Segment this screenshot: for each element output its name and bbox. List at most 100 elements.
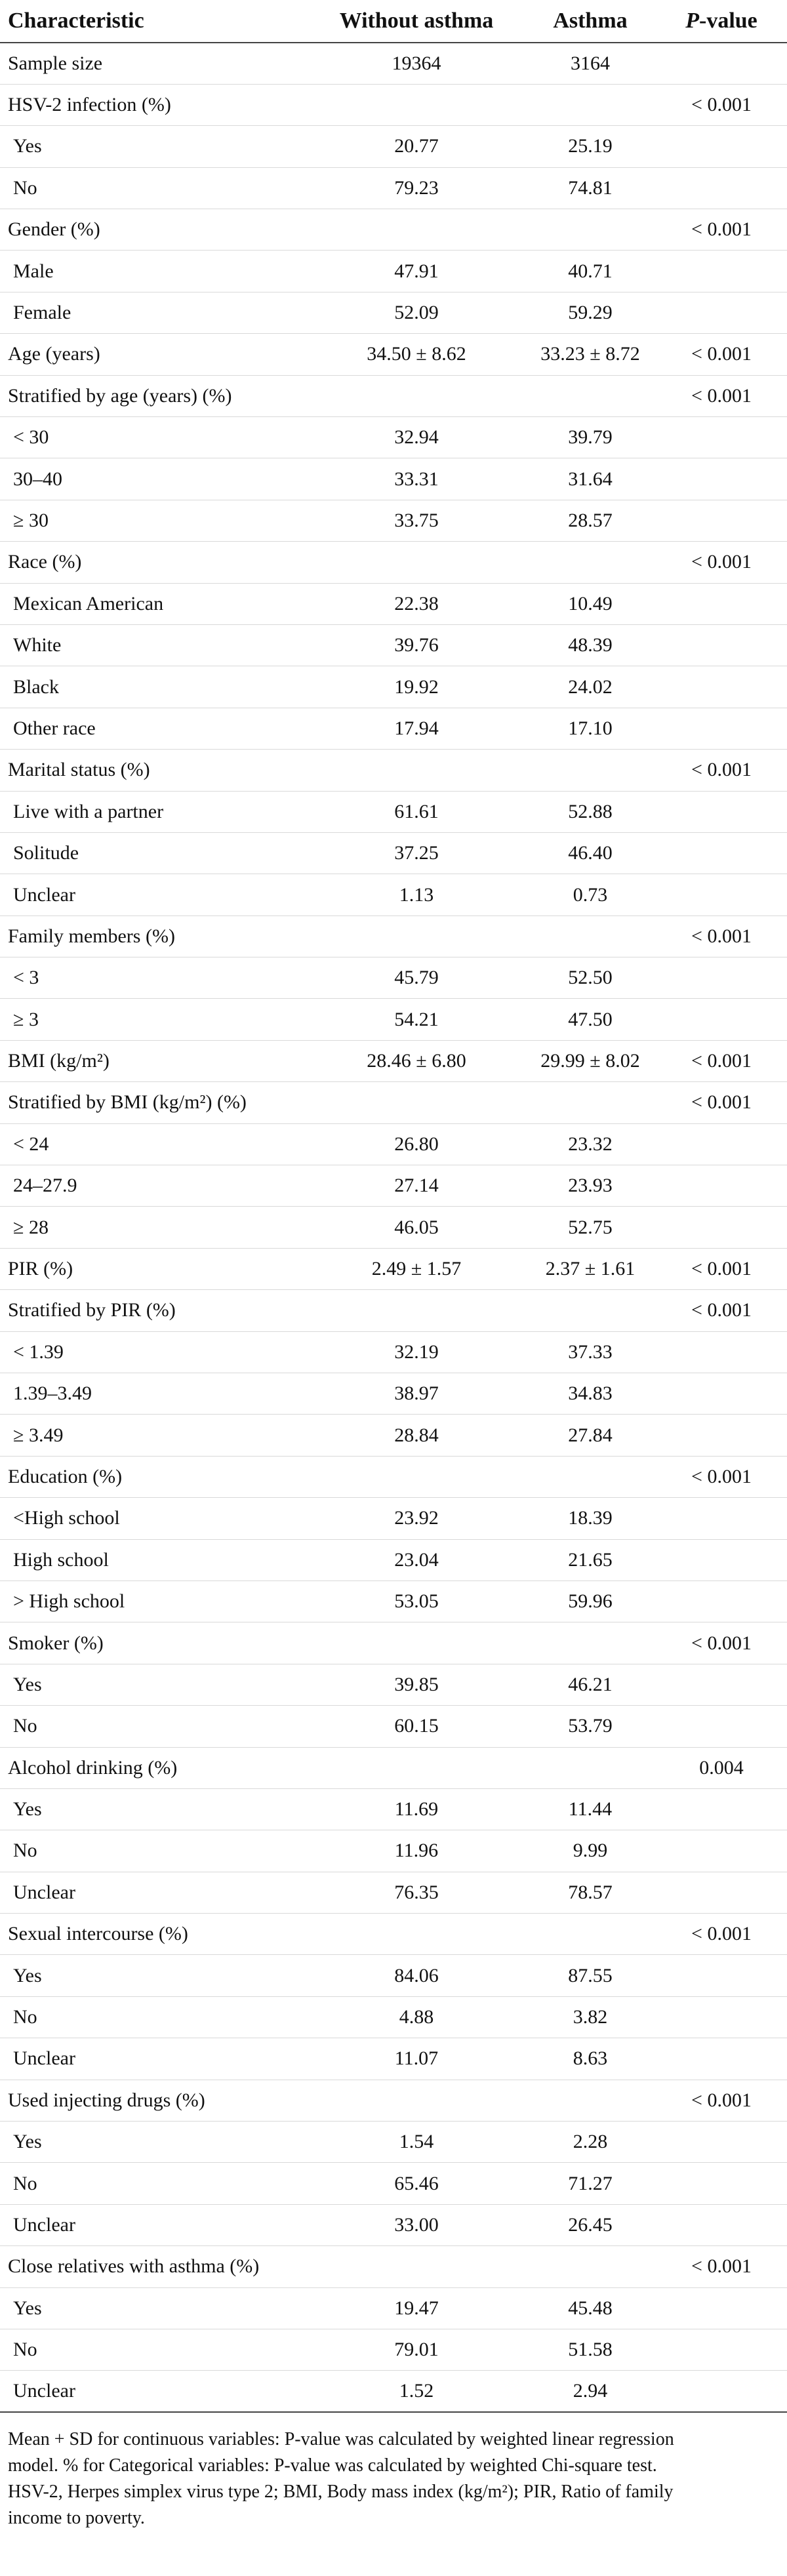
table-row-category: Sexual intercourse (%) < 0.001 bbox=[0, 1913, 787, 1956]
without-asthma-value: 33.31 bbox=[308, 458, 525, 500]
table-body: Sample size 19364 3164 HSV-2 infection (%) <… bbox=[0, 43, 787, 2413]
p-value: < 0.001 bbox=[656, 1456, 787, 1499]
p-value: < 0.001 bbox=[656, 1913, 787, 1956]
row-label: Yes bbox=[0, 2287, 308, 2329]
row-label: BMI (kg/m²) bbox=[0, 1040, 308, 1083]
table-row-category: Smoker (%) < 0.001 bbox=[0, 1622, 787, 1664]
without-asthma-value: 19364 bbox=[308, 43, 525, 85]
table-row-subitem: 24–27.9 27.14 23.93 bbox=[0, 1165, 787, 1207]
p-value: < 0.001 bbox=[656, 333, 787, 376]
without-asthma-value bbox=[308, 1622, 525, 1664]
table-row-subitem: 30–40 33.31 31.64 bbox=[0, 458, 787, 500]
without-asthma-value: 61.61 bbox=[308, 791, 525, 833]
p-value bbox=[656, 1206, 787, 1249]
asthma-value: 8.63 bbox=[525, 2038, 656, 2080]
table-row-subitem: < 1.39 32.19 37.33 bbox=[0, 1331, 787, 1374]
row-label: High school bbox=[0, 1539, 308, 1581]
asthma-value: 10.49 bbox=[525, 583, 656, 625]
p-value bbox=[656, 874, 787, 916]
table-row-category: PIR (%) 2.49 ± 1.57 2.37 ± 1.61 < 0.001 bbox=[0, 1248, 787, 1291]
without-asthma-value: 1.52 bbox=[308, 2370, 525, 2413]
p-value: < 0.001 bbox=[656, 541, 787, 584]
p-value bbox=[656, 1664, 787, 1706]
p-value: < 0.001 bbox=[656, 2245, 787, 2288]
row-label: Stratified by age (years) (%) bbox=[0, 375, 308, 418]
table-row-subitem: Mexican American 22.38 10.49 bbox=[0, 583, 787, 625]
row-label: Other race bbox=[0, 708, 308, 750]
row-label: No bbox=[0, 2329, 308, 2371]
row-label: > High school bbox=[0, 1580, 308, 1623]
table-row-subitem: No 11.96 9.99 bbox=[0, 1830, 787, 1872]
table-row-subitem: Female 52.09 59.29 bbox=[0, 292, 787, 334]
asthma-value: 47.50 bbox=[525, 998, 656, 1041]
p-value: < 0.001 bbox=[656, 84, 787, 127]
without-asthma-value: 23.92 bbox=[308, 1497, 525, 1540]
table-row-subitem: Male 47.91 40.71 bbox=[0, 250, 787, 292]
without-asthma-value: 54.21 bbox=[308, 998, 525, 1041]
p-value bbox=[656, 292, 787, 334]
without-asthma-value: 28.46 ± 6.80 bbox=[308, 1040, 525, 1083]
without-asthma-value bbox=[308, 1747, 525, 1789]
without-asthma-value: 39.76 bbox=[308, 624, 525, 667]
row-label: 1.39–3.49 bbox=[0, 1373, 308, 1415]
p-value: < 0.001 bbox=[656, 1040, 787, 1083]
p-value bbox=[656, 2287, 787, 2329]
p-value bbox=[656, 2329, 787, 2371]
asthma-value: 23.93 bbox=[525, 1165, 656, 1207]
row-label: < 30 bbox=[0, 416, 308, 459]
row-label: Used injecting drugs (%) bbox=[0, 2080, 308, 2122]
table-row-subitem: < 3 45.79 52.50 bbox=[0, 957, 787, 999]
table-row-category: Stratified by PIR (%) < 0.001 bbox=[0, 1289, 787, 1332]
p-value bbox=[656, 458, 787, 500]
table-row-subitem: Yes 39.85 46.21 bbox=[0, 1664, 787, 1706]
row-label: ≥ 3 bbox=[0, 998, 308, 1041]
footnote-line-3: HSV-2, Herpes simplex virus type 2; BMI,… bbox=[8, 2482, 674, 2502]
p-value bbox=[656, 583, 787, 625]
p-value bbox=[656, 1497, 787, 1540]
without-asthma-value: 65.46 bbox=[308, 2162, 525, 2205]
table-row-subitem: < 24 26.80 23.32 bbox=[0, 1123, 787, 1166]
row-label: Yes bbox=[0, 1954, 308, 1997]
table-row-subitem: <High school 23.92 18.39 bbox=[0, 1497, 787, 1540]
without-asthma-value: 76.35 bbox=[308, 1872, 525, 1914]
table-row-category: Family members (%) < 0.001 bbox=[0, 916, 787, 958]
without-asthma-value bbox=[308, 916, 525, 958]
row-label: Male bbox=[0, 250, 308, 292]
footnote-line-4: income to poverty. bbox=[8, 2508, 145, 2528]
table-row-category: Age (years) 34.50 ± 8.62 33.23 ± 8.72 < 0.0… bbox=[0, 333, 787, 376]
table-row-category: Stratified by BMI (kg/m²) (%) < 0.001 bbox=[0, 1081, 787, 1124]
asthma-value: 48.39 bbox=[525, 624, 656, 667]
without-asthma-value: 26.80 bbox=[308, 1123, 525, 1166]
header-characteristic: Characteristic bbox=[0, 0, 308, 43]
row-label: Unclear bbox=[0, 874, 308, 916]
p-value bbox=[656, 832, 787, 875]
row-label: Yes bbox=[0, 1788, 308, 1831]
asthma-value: 21.65 bbox=[525, 1539, 656, 1581]
asthma-value bbox=[525, 1747, 656, 1789]
row-label: Smoker (%) bbox=[0, 1622, 308, 1664]
asthma-value: 37.33 bbox=[525, 1331, 656, 1374]
asthma-value: 0.73 bbox=[525, 874, 656, 916]
table-footnote: Mean + SD for continuous variables: P-va… bbox=[8, 2426, 782, 2531]
asthma-value bbox=[525, 1456, 656, 1499]
asthma-value: 11.44 bbox=[525, 1788, 656, 1831]
without-asthma-value: 33.75 bbox=[308, 500, 525, 542]
row-label: Unclear bbox=[0, 2038, 308, 2080]
footnote-line-2: model. % for Categorical variables: P-va… bbox=[8, 2455, 657, 2476]
p-value bbox=[656, 125, 787, 168]
table-row-subitem: Yes 11.69 11.44 bbox=[0, 1788, 787, 1831]
asthma-value: 34.83 bbox=[525, 1373, 656, 1415]
row-label: Unclear bbox=[0, 1872, 308, 1914]
table-row-subitem: Unclear 11.07 8.63 bbox=[0, 2038, 787, 2080]
without-asthma-value: 1.54 bbox=[308, 2121, 525, 2163]
table-row-subitem: Yes 19.47 45.48 bbox=[0, 2287, 787, 2329]
header-p-value: P-value bbox=[656, 0, 787, 43]
without-asthma-value: 39.85 bbox=[308, 1664, 525, 1706]
row-label: Yes bbox=[0, 1664, 308, 1706]
table-row-subitem: Yes 20.77 25.19 bbox=[0, 125, 787, 168]
asthma-value: 78.57 bbox=[525, 1872, 656, 1914]
row-label: Yes bbox=[0, 2121, 308, 2163]
row-label: ≥ 30 bbox=[0, 500, 308, 542]
asthma-value: 17.10 bbox=[525, 708, 656, 750]
